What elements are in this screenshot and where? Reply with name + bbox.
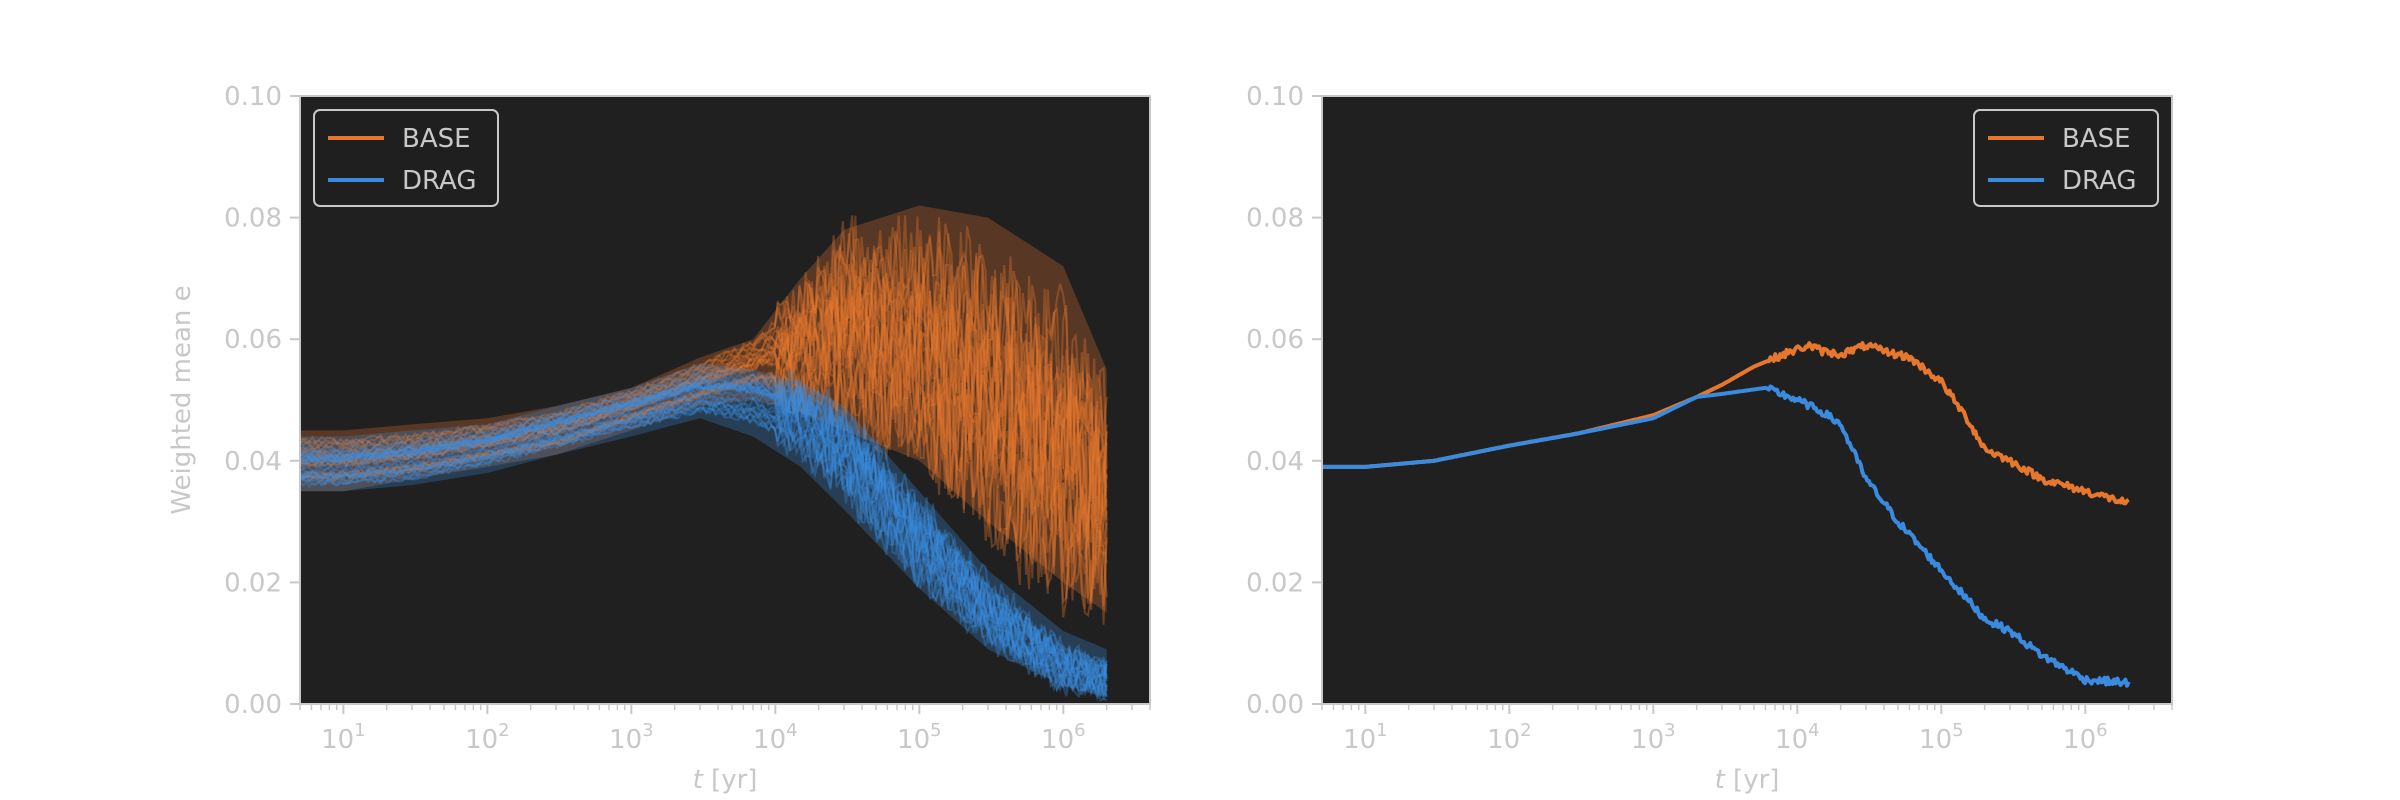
series-run-drag xyxy=(300,386,1108,682)
series-run-base xyxy=(300,270,1108,526)
x-tick-label: 102 xyxy=(1487,720,1532,755)
series-run-base xyxy=(300,248,1108,497)
y-tick-label: 0.06 xyxy=(224,325,282,355)
series-run-base xyxy=(300,301,1108,549)
y-tick-label: 0.08 xyxy=(1246,204,1304,234)
series-run-base xyxy=(300,289,1108,547)
x-tick-label: 105 xyxy=(1919,720,1964,755)
series-run-drag xyxy=(300,407,1108,699)
y-tick-label: 0.06 xyxy=(1246,325,1304,355)
series-run-drag xyxy=(300,377,1108,676)
series-run-drag xyxy=(300,404,1108,698)
x-tick-label: 102 xyxy=(465,720,510,755)
series-run-base xyxy=(300,351,1108,625)
series-run-drag xyxy=(300,367,1108,671)
axes-frame xyxy=(1321,95,2173,705)
series-drag xyxy=(300,363,1108,702)
series-run-base xyxy=(300,350,1108,618)
x-tick-label: 101 xyxy=(1343,720,1388,755)
legend-label-base: BASE xyxy=(2062,124,2131,154)
series-run-base xyxy=(300,215,1108,467)
series-run-drag xyxy=(300,399,1107,697)
y-tick-label: 0.04 xyxy=(224,447,282,477)
series-run-base xyxy=(300,333,1108,601)
series-base xyxy=(300,205,1108,625)
axes-frame xyxy=(299,95,1151,705)
series-run-drag xyxy=(300,383,1108,677)
series-run-base xyxy=(300,215,1108,470)
series-run-base xyxy=(300,230,1108,479)
y-tick-label: 0.10 xyxy=(1246,82,1304,112)
series-run-drag xyxy=(300,376,1108,679)
series-run-drag xyxy=(300,383,1108,685)
y-tick-label: 0.08 xyxy=(224,204,282,234)
series-run-base xyxy=(300,288,1108,529)
x-tick-label: 104 xyxy=(1775,720,1820,755)
series-run-base xyxy=(300,330,1108,604)
series-run-base xyxy=(300,250,1108,513)
y-tick-label: 0.04 xyxy=(1246,447,1304,477)
series-band-drag xyxy=(300,363,1107,698)
series-drag xyxy=(1322,384,2131,688)
y-tick-label: 0.10 xyxy=(224,82,282,112)
legend-label-base: BASE xyxy=(402,124,471,154)
series-run-drag xyxy=(300,382,1108,684)
legend-label-drag: DRAG xyxy=(2062,166,2137,196)
y-tick-label: 0.02 xyxy=(1246,568,1304,598)
series-run-drag xyxy=(300,399,1108,698)
series-band-base xyxy=(300,205,1107,613)
series-run-drag xyxy=(300,383,1108,682)
legend-label-drag: DRAG xyxy=(402,166,477,196)
y-tick-label: 0.00 xyxy=(224,690,282,720)
series-run-base xyxy=(300,342,1108,598)
x-tick-label: 106 xyxy=(2063,720,2108,755)
series-run-base xyxy=(300,231,1108,481)
chart-panel-ensemble: 0.00 0.02 0.04 0.06 0.08 0.10 101 102 103 104 105 1… xyxy=(167,82,1151,795)
series-run-drag xyxy=(300,405,1108,702)
x-tick-label: 103 xyxy=(609,720,654,755)
series-run-drag xyxy=(300,391,1108,692)
series-run-drag xyxy=(300,381,1108,681)
y-axis-label: Weighted mean e xyxy=(167,285,197,514)
series-run-drag xyxy=(300,397,1108,695)
series-run-base xyxy=(300,296,1108,559)
series-line-drag xyxy=(1322,384,2131,688)
series-run-drag xyxy=(300,400,1108,692)
series-run-base xyxy=(300,274,1108,528)
legend: BASE DRAG xyxy=(1973,109,2159,207)
x-axis-label: t [yr] xyxy=(693,765,758,795)
series-run-base xyxy=(300,276,1108,522)
series-run-base xyxy=(300,289,1108,548)
x-tick-label: 105 xyxy=(897,720,942,755)
x-tick-label: 101 xyxy=(321,720,366,755)
series-run-drag xyxy=(300,392,1108,690)
x-tick-label: 103 xyxy=(1631,720,1676,755)
x-tick-label: 106 xyxy=(1041,720,1086,755)
x-axis-label: t [yr] xyxy=(1715,765,1780,795)
series-run-base xyxy=(300,343,1108,610)
y-tick-label: 0.02 xyxy=(224,568,282,598)
series-run-drag xyxy=(300,379,1108,676)
x-tick-label: 104 xyxy=(753,720,798,755)
series-run-base xyxy=(300,295,1108,546)
series-run-base xyxy=(300,263,1108,508)
series-run-drag xyxy=(300,379,1108,679)
chart-panel-mean: 0.00 0.02 0.04 0.06 0.08 0.10 101 102 103 104 105 1… xyxy=(1246,82,2173,795)
series-run-drag xyxy=(300,379,1108,682)
legend: BASE DRAG xyxy=(313,109,499,207)
y-tick-label: 0.00 xyxy=(1246,690,1304,720)
series-run-drag xyxy=(300,406,1108,702)
